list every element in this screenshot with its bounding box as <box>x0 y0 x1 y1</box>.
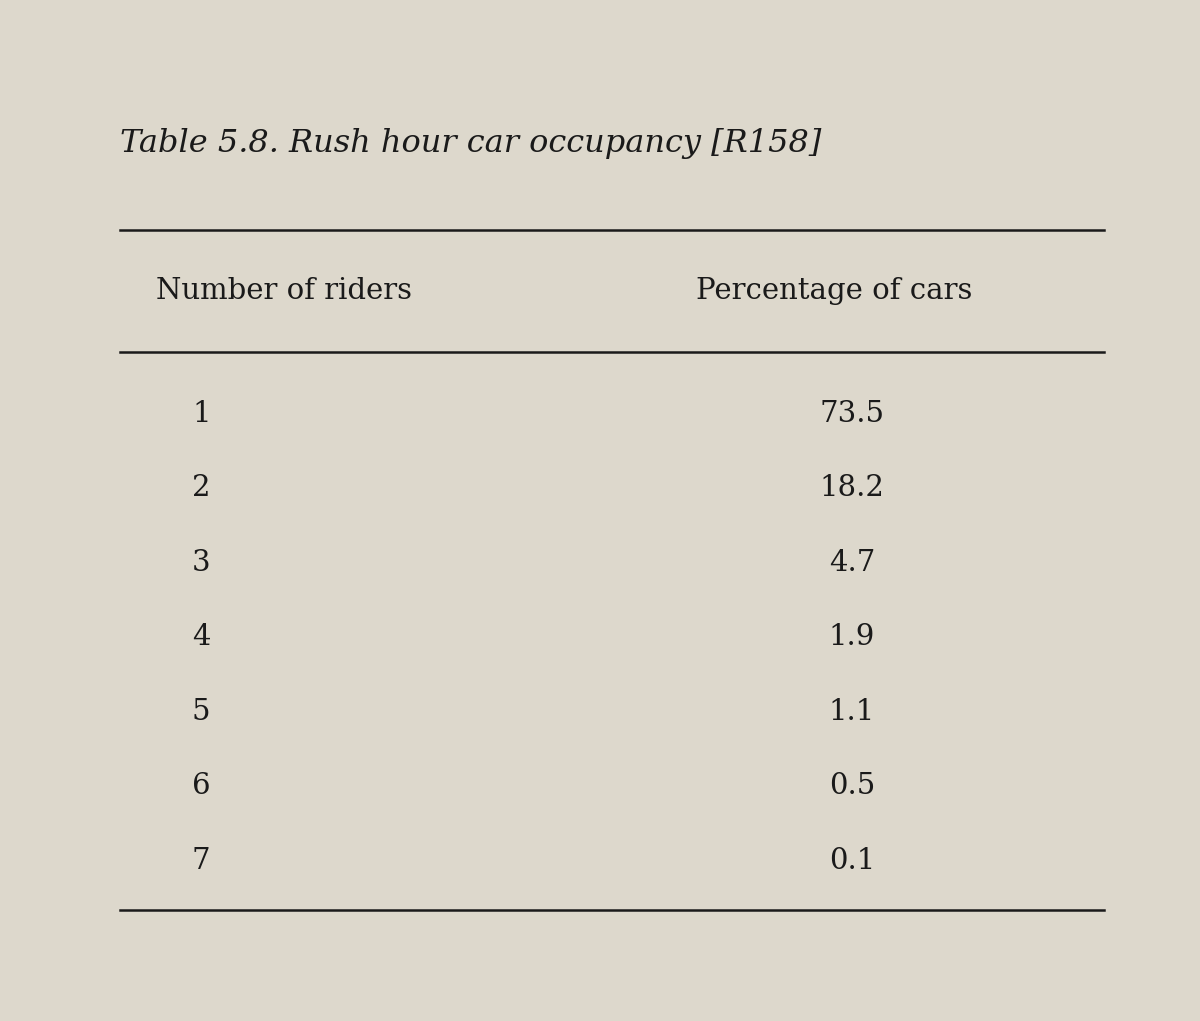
Text: 18.2: 18.2 <box>820 474 884 502</box>
Text: 6: 6 <box>192 772 211 800</box>
Text: 7: 7 <box>192 846 211 875</box>
Text: 1: 1 <box>192 399 210 428</box>
Text: Table 5.8. Rush hour car occupancy [R158]: Table 5.8. Rush hour car occupancy [R158… <box>120 128 821 158</box>
Text: 1.1: 1.1 <box>829 697 875 726</box>
Text: Number of riders: Number of riders <box>156 277 412 305</box>
Text: 1.9: 1.9 <box>829 623 875 651</box>
Text: 2: 2 <box>192 474 210 502</box>
Text: 0.1: 0.1 <box>829 846 875 875</box>
Text: Percentage of cars: Percentage of cars <box>696 277 972 305</box>
Text: 4.7: 4.7 <box>829 548 875 577</box>
Text: 5: 5 <box>192 697 210 726</box>
Text: 73.5: 73.5 <box>820 399 884 428</box>
Text: 4: 4 <box>192 623 210 651</box>
Text: 0.5: 0.5 <box>829 772 875 800</box>
Text: 3: 3 <box>192 548 211 577</box>
